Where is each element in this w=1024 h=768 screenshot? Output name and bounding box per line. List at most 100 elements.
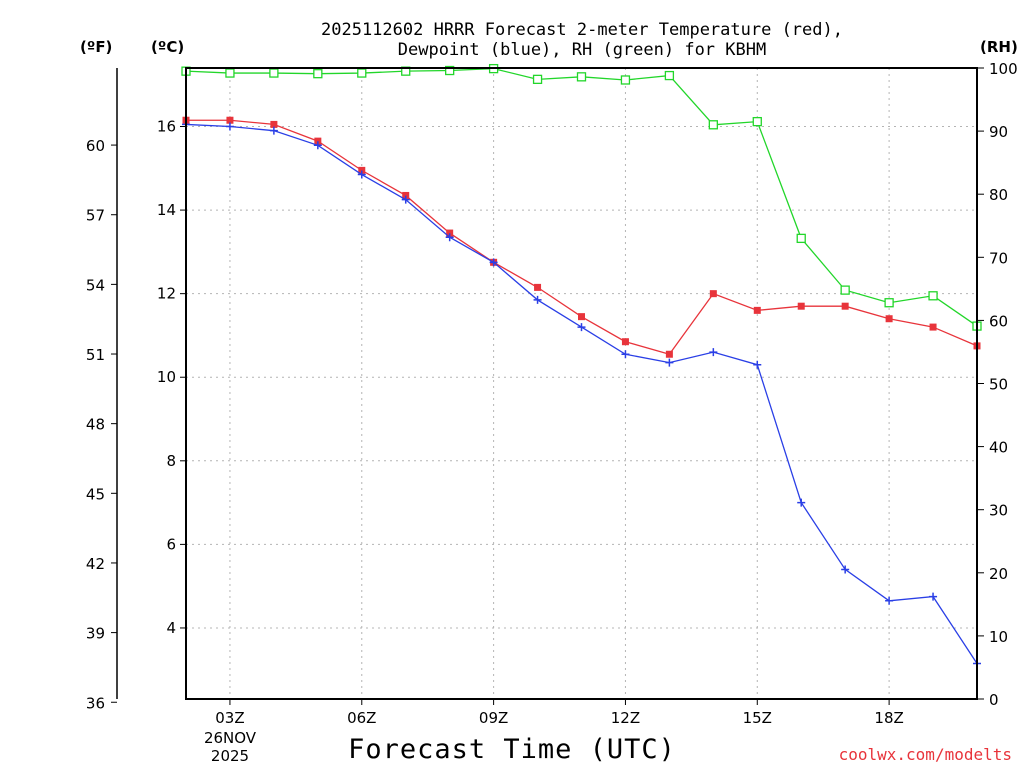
rh-point bbox=[708, 120, 718, 130]
temperature-point bbox=[797, 302, 805, 310]
x-tick-label: 12Z bbox=[611, 709, 640, 727]
celsius-tick-label: 6 bbox=[166, 535, 176, 553]
celsius-axis-label: (ºC) bbox=[151, 38, 184, 56]
rh-tick-label: 90 bbox=[989, 123, 1008, 141]
fahrenheit-tick-label: 60 bbox=[86, 137, 105, 155]
chart-title-line-1: 2025112602 HRRR Forecast 2-meter Tempera… bbox=[321, 20, 843, 40]
rh-tick-label: 80 bbox=[989, 186, 1008, 204]
temperature-series bbox=[182, 116, 981, 358]
temperature-point bbox=[709, 290, 717, 298]
rh-point bbox=[313, 69, 323, 79]
date-day-label: 26NOV bbox=[204, 729, 257, 747]
grid-layer bbox=[186, 68, 977, 699]
temperature-point bbox=[665, 350, 673, 358]
dewpoint-point bbox=[489, 258, 498, 267]
celsius-tick-label: 12 bbox=[157, 285, 176, 303]
chart-title-line-2: Dewpoint (blue), RH (green) for KBHM bbox=[398, 40, 766, 60]
rh-point bbox=[796, 233, 806, 244]
dewpoint-point bbox=[885, 596, 894, 605]
fahrenheit-tick-label: 45 bbox=[86, 485, 105, 503]
dewpoint-point bbox=[357, 170, 366, 179]
x-tick-label: 09Z bbox=[479, 709, 508, 727]
axes-layer: 03Z 06Z 09Z 12Z 15Z 18Z 4 6 8 10 12 14 16 0 10 20 30 40 50… bbox=[86, 60, 1018, 727]
temperature-point bbox=[446, 229, 454, 237]
dewpoint-point bbox=[621, 350, 630, 359]
temperature-point bbox=[270, 120, 278, 128]
dewpoint-point bbox=[313, 141, 322, 150]
temperature-point bbox=[578, 313, 585, 321]
dewpoint-point bbox=[753, 360, 762, 369]
rh-tick-label: 100 bbox=[989, 60, 1018, 78]
plot-frame bbox=[185, 67, 978, 700]
dewpoint-point bbox=[577, 323, 586, 332]
temperature-point bbox=[929, 323, 937, 331]
dewpoint-point bbox=[533, 295, 542, 304]
rh-point bbox=[357, 68, 367, 78]
rh-tick-label: 50 bbox=[989, 376, 1008, 394]
rh-tick-label: 10 bbox=[989, 628, 1008, 646]
temperature-point bbox=[402, 191, 410, 199]
rh-axis-label: (RH) bbox=[980, 38, 1018, 56]
rh-point bbox=[928, 291, 938, 301]
rh-point bbox=[576, 72, 587, 82]
credit-link[interactable]: coolwx.com/modelts bbox=[839, 745, 1012, 764]
rh-tick-label: 40 bbox=[989, 439, 1008, 457]
fahrenheit-tick-label: 51 bbox=[86, 346, 105, 364]
rh-point bbox=[664, 70, 675, 81]
dewpoint-point bbox=[709, 348, 718, 357]
fahrenheit-tick-label: 48 bbox=[86, 416, 105, 434]
series-layer bbox=[181, 63, 982, 668]
rh-point bbox=[752, 116, 762, 127]
fahrenheit-tick-label: 42 bbox=[86, 555, 105, 573]
temperature-point bbox=[358, 166, 366, 174]
fahrenheit-tick-label: 54 bbox=[86, 276, 105, 294]
rh-point bbox=[532, 74, 543, 85]
x-tick-label: 18Z bbox=[874, 709, 903, 727]
fahrenheit-tick-label: 57 bbox=[86, 207, 105, 225]
dewpoint-point bbox=[225, 122, 234, 131]
x-tick-label: 06Z bbox=[347, 709, 376, 727]
rh-point bbox=[269, 68, 279, 78]
rh-point bbox=[620, 75, 631, 85]
fahrenheit-tick-label: 39 bbox=[86, 625, 105, 643]
dewpoint-point bbox=[445, 233, 454, 242]
rh-point bbox=[225, 68, 235, 78]
dewpoint-point bbox=[929, 592, 938, 601]
x-tick-label: 03Z bbox=[215, 709, 244, 727]
rh-tick-label: 30 bbox=[989, 502, 1008, 520]
fahrenheit-tick-label: 36 bbox=[86, 694, 105, 712]
rh-point bbox=[840, 285, 850, 295]
rh-tick-label: 0 bbox=[989, 691, 999, 709]
date-year-label: 2025 bbox=[211, 747, 249, 765]
fahrenheit-axis-label: (ºF) bbox=[80, 38, 112, 56]
temperature-point bbox=[885, 315, 893, 323]
temperature-point bbox=[753, 306, 761, 314]
celsius-tick-label: 14 bbox=[157, 201, 176, 219]
temperature-point bbox=[226, 116, 234, 124]
temperature-point bbox=[621, 338, 629, 346]
dewpoint-point bbox=[797, 498, 806, 507]
celsius-tick-label: 16 bbox=[157, 118, 176, 136]
celsius-tick-label: 10 bbox=[157, 368, 176, 386]
x-tick-label: 15Z bbox=[743, 709, 772, 727]
rh-point bbox=[445, 65, 455, 76]
rh-tick-label: 60 bbox=[989, 312, 1008, 330]
dewpoint-point bbox=[665, 358, 674, 367]
dewpoint-point bbox=[269, 126, 278, 135]
rh-tick-label: 20 bbox=[989, 565, 1008, 583]
temperature-point bbox=[534, 283, 542, 291]
dewpoint-point bbox=[841, 565, 850, 574]
temperature-point bbox=[314, 137, 322, 145]
celsius-tick-label: 4 bbox=[166, 619, 176, 637]
dewpoint-point bbox=[401, 195, 410, 204]
rh-point bbox=[884, 298, 894, 308]
rh-tick-label: 70 bbox=[989, 249, 1008, 267]
rh-series bbox=[181, 63, 982, 331]
dewpoint-line bbox=[185, 123, 978, 664]
celsius-tick-label: 8 bbox=[166, 452, 176, 470]
x-axis-title: Forecast Time (UTC) bbox=[348, 734, 676, 765]
temperature-point bbox=[841, 302, 849, 310]
rh-line bbox=[185, 67, 978, 327]
dewpoint-series bbox=[182, 120, 981, 668]
